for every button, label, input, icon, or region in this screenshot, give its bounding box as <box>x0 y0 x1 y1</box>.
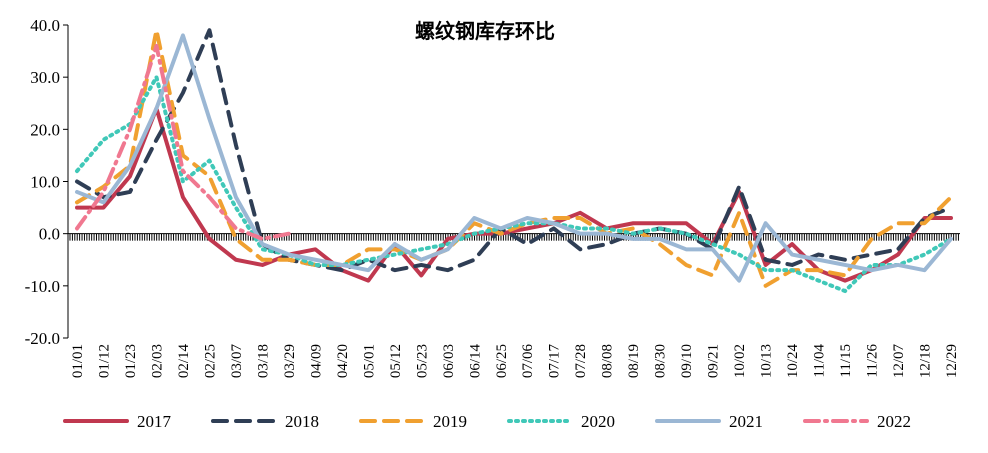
y-tick-label: -10.0 <box>25 277 60 296</box>
series-line-2018 <box>75 28 953 273</box>
x-tick-label: 06/14 <box>467 344 483 379</box>
series-line-2019 <box>75 28 953 288</box>
y-tick-label: 20.0 <box>30 120 60 139</box>
legend-label-2017: 2017 <box>137 412 172 431</box>
x-tick-label: 04/09 <box>308 344 324 378</box>
x-tick-label: 09/10 <box>679 344 695 378</box>
x-tick-label: 08/19 <box>626 344 642 378</box>
x-tick-label: 03/07 <box>229 344 245 379</box>
x-tick-label: 02/25 <box>202 344 218 378</box>
x-tick-label: 10/13 <box>759 344 775 378</box>
x-tick-label: 10/24 <box>785 344 801 379</box>
x-tick-label: 06/25 <box>494 344 510 378</box>
x-tick-label: 08/08 <box>600 344 616 378</box>
series-line-2020 <box>75 75 953 294</box>
x-tick-label: 01/23 <box>123 344 139 378</box>
x-tick-label: 01/12 <box>96 344 112 378</box>
x-tick-label: 11/26 <box>865 344 881 378</box>
series-line-2021 <box>75 33 953 283</box>
x-tick-label: 11/15 <box>838 344 854 378</box>
x-tick-label: 12/18 <box>918 344 934 378</box>
x-tick-label: 08/30 <box>653 344 669 378</box>
x-tick-label: 12/07 <box>891 344 907 379</box>
legend: 2017 2018 2019 2020 2021 2022 <box>63 412 911 431</box>
y-tick-label: 10.0 <box>30 173 60 192</box>
series-line-2022 <box>75 43 291 241</box>
legend-label-2020: 2020 <box>581 412 615 431</box>
x-tick-label: 02/14 <box>176 344 192 379</box>
legend-label-2021: 2021 <box>729 412 763 431</box>
legend-label-2019: 2019 <box>433 412 467 431</box>
x-tick-label: 02/03 <box>149 344 165 378</box>
x-tick-label: 01/01 <box>70 344 86 378</box>
y-tick-label: 0.0 <box>39 225 60 244</box>
x-tick-label: 07/06 <box>520 344 536 379</box>
x-tick-label: 04/20 <box>335 344 351 378</box>
x-tick-label: 03/29 <box>282 344 298 378</box>
x-tick-label: 05/12 <box>388 344 404 378</box>
x-tick-label: 05/23 <box>414 344 430 378</box>
x-tick-label: 07/17 <box>547 344 563 379</box>
x-tick-label: 03/18 <box>255 344 271 378</box>
legend-label-2018: 2018 <box>285 412 319 431</box>
legend-label-2022: 2022 <box>877 412 911 431</box>
x-tick-label: 10/02 <box>732 344 748 378</box>
series-layer <box>75 28 953 294</box>
x-tick-label: 09/21 <box>706 344 722 378</box>
x-tick-label: 07/28 <box>573 344 589 378</box>
y-tick-label: 30.0 <box>30 68 60 87</box>
x-tick-label: 11/04 <box>812 344 828 378</box>
y-tick-label: -20.0 <box>25 329 60 348</box>
chart-title: 螺纹钢库存环比 <box>415 19 555 43</box>
x-tick-label: 06/03 <box>441 344 457 378</box>
x-tick-label: 12/29 <box>944 344 960 378</box>
y-tick-label: 40.0 <box>30 16 60 35</box>
x-tick-label: 05/01 <box>361 344 377 378</box>
